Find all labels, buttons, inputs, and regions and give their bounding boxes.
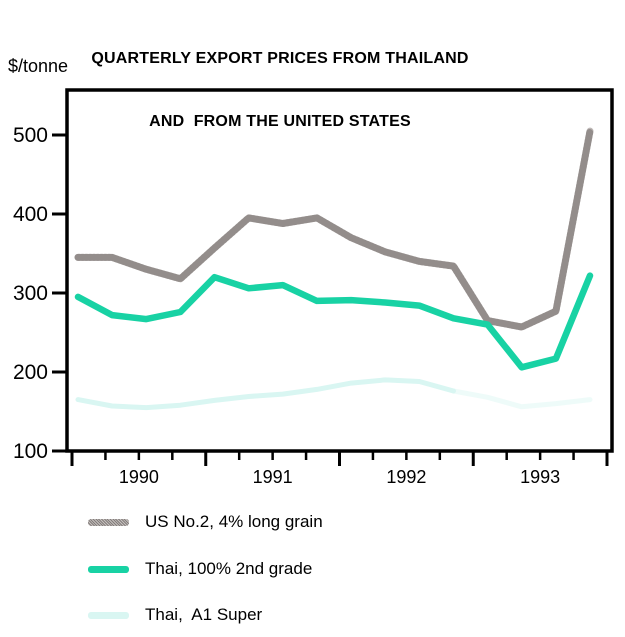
- svg-text:300: 300: [13, 282, 48, 305]
- legend-label-thai-a1: Thai, A1 Super: [145, 605, 263, 624]
- svg-text:500: 500: [13, 124, 48, 147]
- chart-svg: 100 200 300 400 500 1990 1991 1992 1993: [13, 88, 614, 487]
- svg-text:1992: 1992: [386, 467, 426, 487]
- legend-item-thai-a1: Thai, A1 Super: [88, 605, 262, 625]
- svg-text:1991: 1991: [253, 467, 293, 487]
- thai-a1-line-swatch-icon: [88, 611, 129, 619]
- svg-text:1990: 1990: [119, 467, 159, 487]
- svg-text:400: 400: [13, 203, 48, 226]
- chart-title: QUARTERLY EXPORT PRICES FROM THAILAND AN…: [0, 6, 560, 174]
- chart-title-line1: QUARTERLY EXPORT PRICES FROM THAILAND: [91, 50, 469, 67]
- legend-item-thai-100: Thai, 100% 2nd grade: [88, 559, 312, 579]
- y-axis-units-label: $/tonne: [8, 56, 69, 76]
- svg-text:1993: 1993: [520, 467, 560, 487]
- us-line-swatch-icon: [88, 518, 129, 526]
- chart-title-line2: AND FROM THE UNITED STATES: [149, 113, 411, 130]
- svg-text:200: 200: [13, 361, 48, 384]
- thai-100-line-swatch-icon: [88, 565, 129, 573]
- legend-label-thai-100: Thai, 100% 2nd grade: [145, 559, 313, 578]
- svg-text:100: 100: [13, 440, 48, 463]
- legend-item-us: US No.2, 4% long grain: [88, 512, 323, 532]
- legend-label-us: US No.2, 4% long grain: [145, 512, 323, 531]
